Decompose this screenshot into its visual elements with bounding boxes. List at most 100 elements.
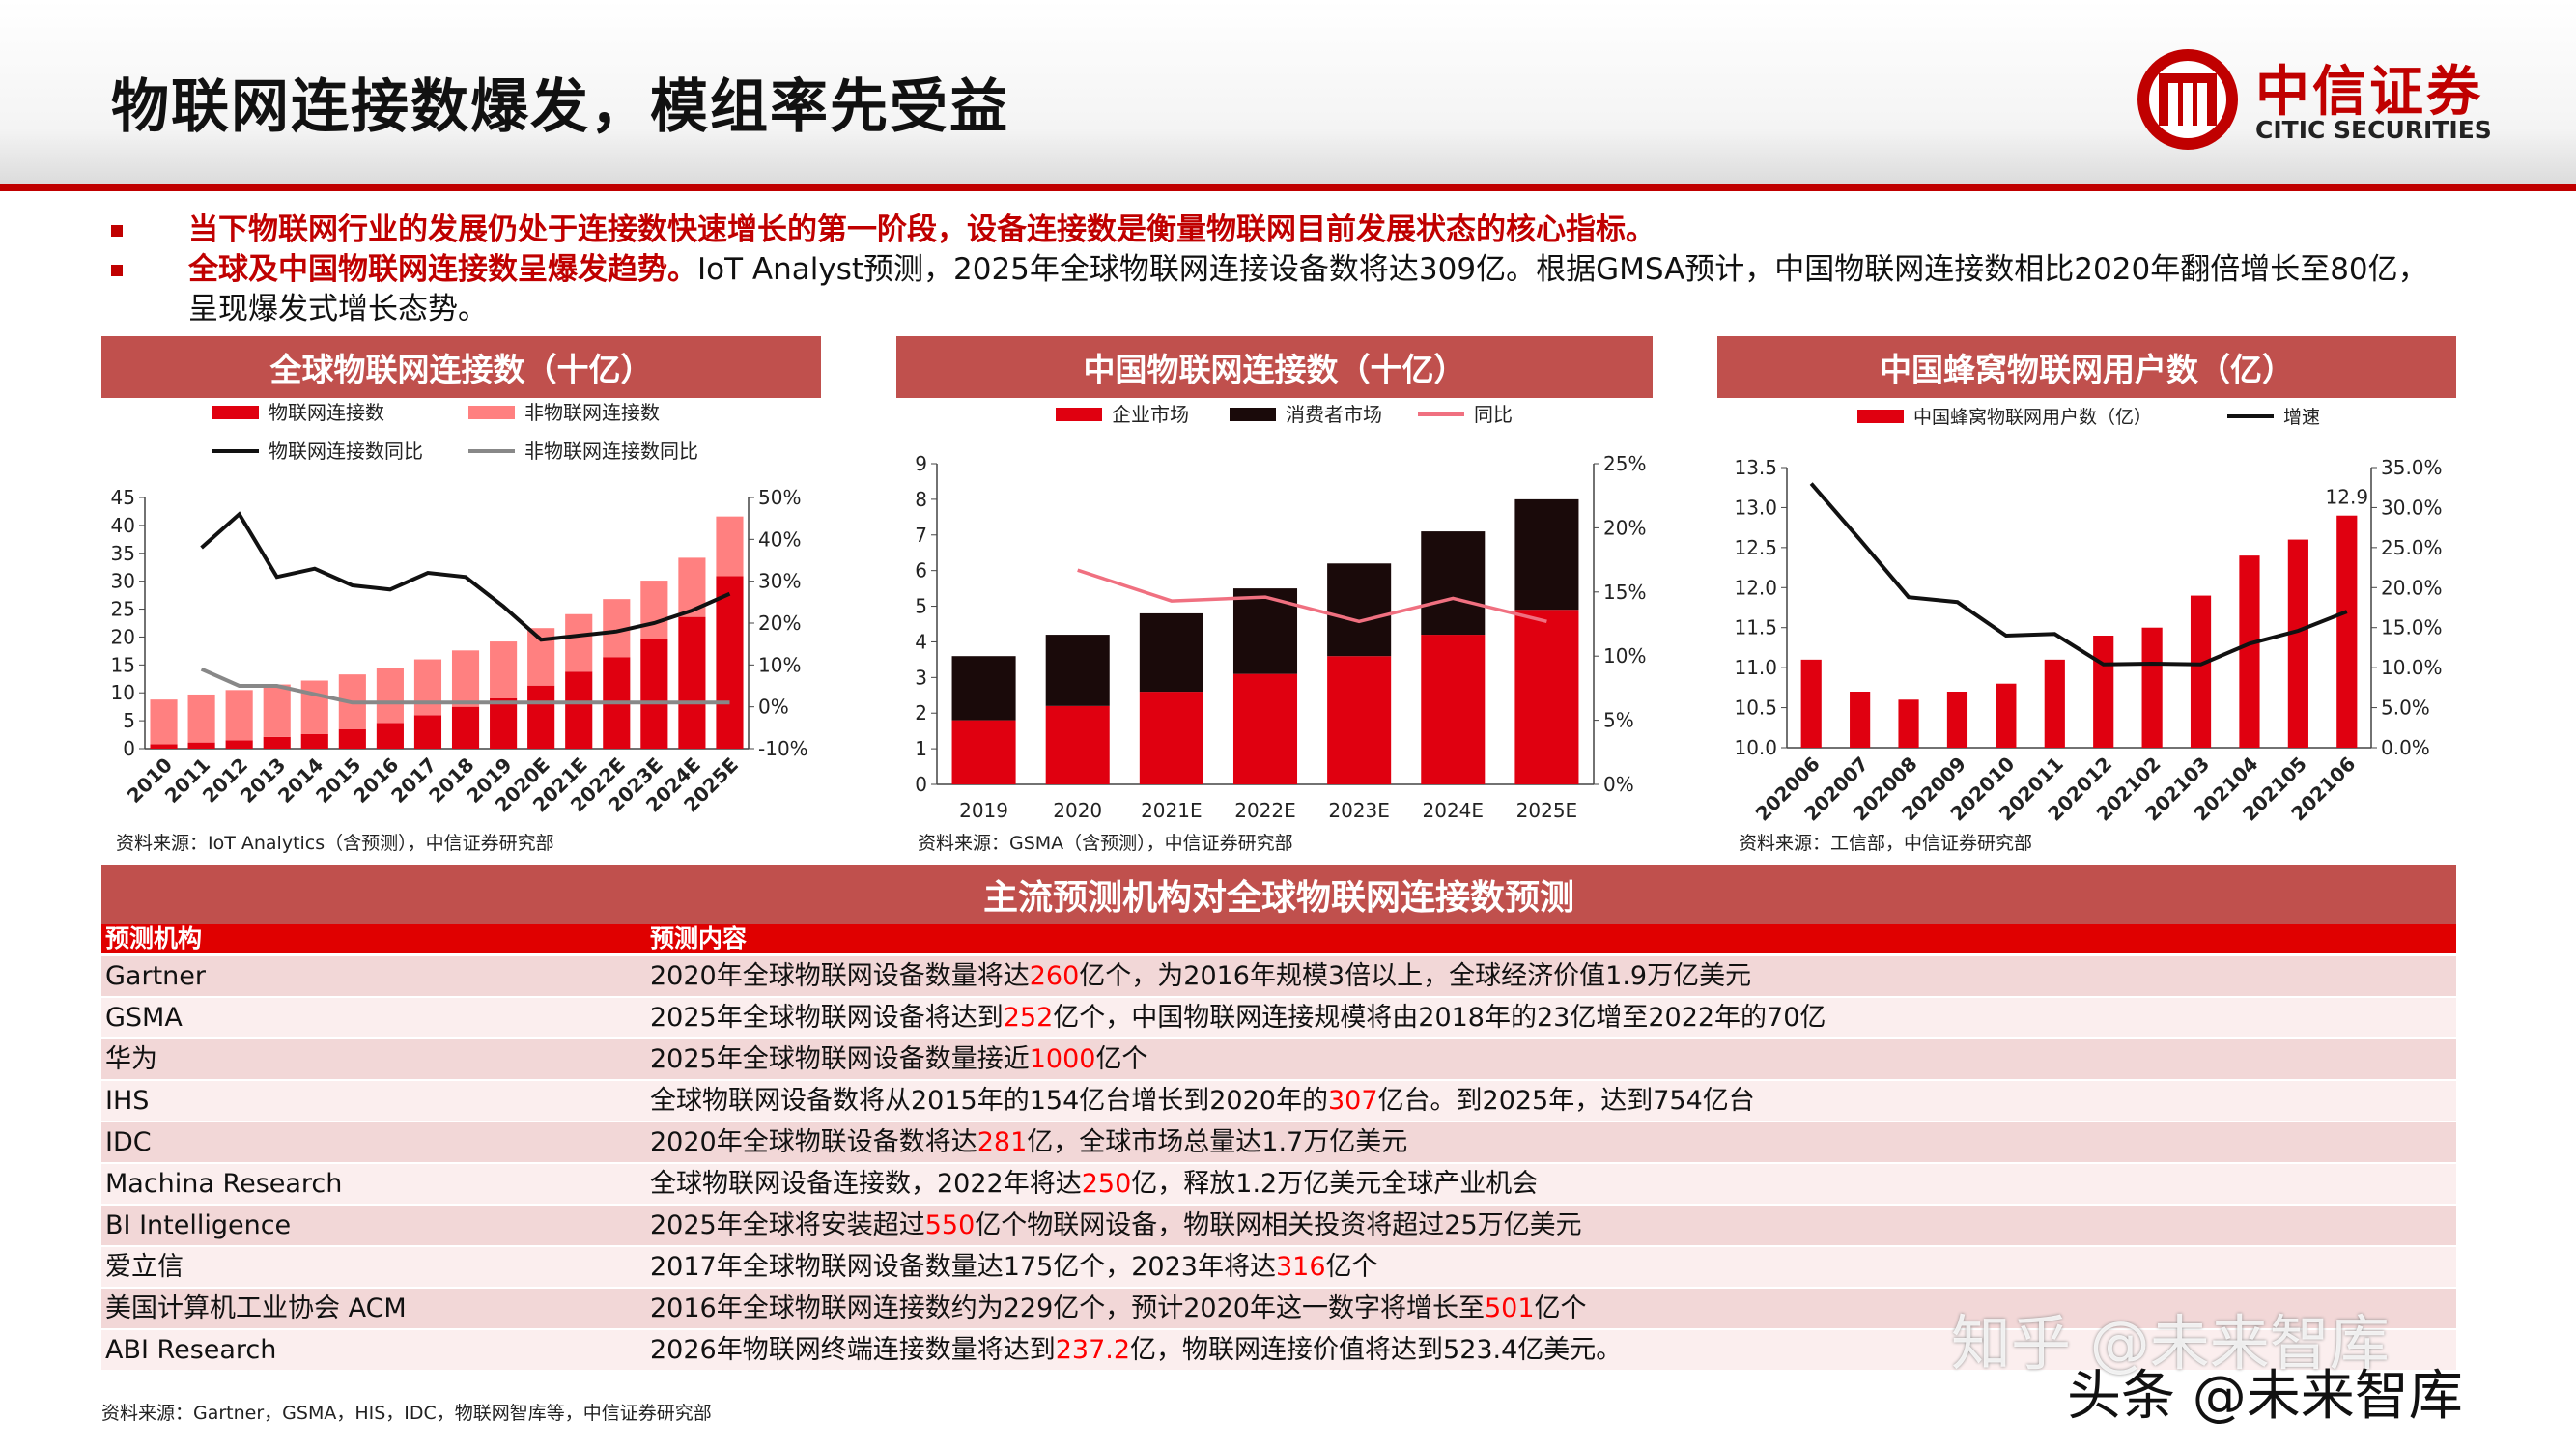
- y-tick-label: 6: [915, 559, 927, 582]
- y2-tick-label: 20%: [1603, 516, 1646, 539]
- table-cell-org: Machina Research: [105, 1169, 343, 1199]
- logo-text-en: CITIC SECURITIES: [2255, 116, 2492, 144]
- bar: [2190, 595, 2212, 748]
- x-tick-label: 2023E: [1328, 799, 1390, 822]
- y2-tick-label: 15%: [1603, 581, 1646, 604]
- y2-tick-label: 30%: [758, 570, 801, 593]
- bar: [376, 668, 404, 724]
- bar: [716, 516, 744, 577]
- series-line: [200, 667, 730, 705]
- source-note-chart3: 资料来源：工信部，中信证券研究部: [1739, 833, 2033, 854]
- legend-label: 非物联网连接数同比: [524, 440, 698, 463]
- table-cell-content: 2017年全球物联网设备数量达175亿个，2023年将达316亿个: [650, 1247, 1378, 1287]
- bullet-text: IoT Analyst预测，2025年全球物联网连接设备数将达309亿。根据GM…: [188, 252, 2428, 327]
- bar: [225, 690, 253, 741]
- y-tick-label: 1: [915, 737, 927, 760]
- table-row: 华为 2025年全球物联网设备数量接近1000亿个: [101, 1039, 2456, 1082]
- table-title: 主流预测机构对全球物联网连接数预测: [101, 865, 2456, 924]
- legend-swatch: [1857, 410, 1904, 423]
- bar: [150, 744, 178, 749]
- bullet-square-icon: [111, 225, 123, 237]
- bar: [300, 733, 328, 749]
- bar: [1421, 531, 1486, 636]
- table-cell-org: 爱立信: [105, 1252, 184, 1282]
- bar: [527, 685, 555, 749]
- bar: [951, 720, 1016, 784]
- bar: [716, 576, 744, 749]
- content-text: 亿，物联网连接价值将达到523.4亿美元。: [1130, 1335, 1623, 1365]
- citic-logo: 中信证券 CITIC SECURITIES: [2135, 46, 2492, 153]
- panel-header-cellular: 中国蜂窝物联网用户数（亿）: [1717, 336, 2456, 398]
- bar: [338, 728, 366, 749]
- table-row: 爱立信 2017年全球物联网设备数量达175亿个，2023年将达316亿个: [101, 1247, 2456, 1290]
- content-text: 亿个: [1325, 1252, 1378, 1282]
- y-tick-label: 0: [123, 737, 135, 760]
- bar: [1514, 610, 1579, 784]
- bar: [187, 742, 215, 749]
- y-tick-label: 0: [915, 773, 927, 796]
- y-tick-label: 4: [915, 630, 927, 653]
- bullet-list: 当下物联网行业的发展仍处于连接数快速增长的第一阶段，设备连接数是衡量物联网目前发…: [97, 211, 2453, 329]
- bullet-highlight: 全球及中国物联网连接数呈爆发趋势。: [188, 252, 697, 287]
- content-text: 亿台。到2025年，达到754亿台: [1377, 1086, 1755, 1116]
- y2-tick-label: -10%: [758, 737, 808, 760]
- bar: [1327, 656, 1392, 784]
- bar: [187, 694, 215, 743]
- legend-label: 中国蜂窝物联网用户数（亿）: [1913, 407, 2152, 428]
- table-cell-org: ABI Research: [105, 1335, 277, 1365]
- y-tick-label: 40: [111, 514, 135, 537]
- y2-tick-label: 10.0%: [2381, 656, 2443, 679]
- y2-tick-label: 5.0%: [2381, 696, 2430, 720]
- table-row: 美国计算机工业协会 ACM 2016年全球物联网连接数约为229亿个，预计2020…: [101, 1289, 2456, 1331]
- bar: [2239, 555, 2260, 748]
- chart-china-cellular: 10.0 10.5 11.0 11.5 12.0 12.5 13.0 13.5 0.0% 5.0%…: [1734, 407, 2443, 826]
- y-tick-label: 10.0: [1734, 736, 1777, 759]
- x-tick-label: 2021E: [1141, 799, 1203, 822]
- y2-tick-label: 30.0%: [2381, 496, 2443, 519]
- y-tick-label: 45: [111, 486, 135, 509]
- forecast-table: 主流预测机构对全球物联网连接数预测 预测机构 预测内容 Gartner 2020年…: [101, 865, 2456, 1386]
- content-text: 2017年全球物联网设备数量达175亿个，2023年将达: [650, 1252, 1276, 1282]
- y2-tick-label: 25%: [1603, 452, 1646, 475]
- table-cell-org: Gartner: [105, 961, 206, 991]
- y-tick-label: 12.0: [1734, 576, 1777, 599]
- table-cell-content: 全球物联网设备连接数，2022年将达250亿，释放1.2万亿美元全球产业机会: [650, 1164, 1538, 1204]
- highlight-number: 260: [1029, 961, 1080, 991]
- table-cell-org: BI Intelligence: [105, 1210, 292, 1240]
- page-title: 物联网连接数爆发，模组率先受益: [111, 73, 1009, 141]
- table-cell-content: 2025年全球物联网设备将达到252亿个，中国物联网连接规模将由2018年的23…: [650, 998, 1826, 1037]
- content-text: 亿，全球市场总量达1.7万亿美元: [1027, 1127, 1408, 1157]
- table-header-content: 预测内容: [650, 924, 748, 952]
- source-note-table: 资料来源：Gartner，GSMA，HIS，IDC，物联网智库等，中信证券研究部: [101, 1403, 712, 1424]
- y-tick-label: 25: [111, 598, 135, 621]
- legend-swatch: [1230, 408, 1276, 421]
- y-tick-label: 35: [111, 542, 135, 565]
- table-cell-content: 2016年全球物联网连接数约为229亿个，预计2020年这一数字将增长至501亿…: [650, 1289, 1587, 1328]
- bullet-item: 全球及中国物联网连接数呈爆发趋势。IoT Analyst预测，2025年全球物联…: [97, 250, 2453, 329]
- content-text: 2020年全球物联网设备数量将达: [650, 961, 1030, 991]
- y-tick-label: 3: [915, 666, 927, 689]
- bar: [2044, 659, 2065, 748]
- bullet-highlight: 当下物联网行业的发展仍处于连接数快速增长的第一阶段，设备连接数是衡量物联网目前发…: [188, 213, 1656, 247]
- y-tick-label: 10: [111, 681, 135, 704]
- highlight-number: 250: [1081, 1169, 1132, 1199]
- bar: [1800, 659, 1822, 748]
- table-cell-org: GSMA: [105, 1003, 183, 1033]
- logo-text-cn: 中信证券: [2255, 61, 2483, 124]
- y-tick-label: 2: [915, 701, 927, 724]
- content-text: 亿个，中国物联网连接规模将由2018年的23亿增至2022年的70亿: [1053, 1003, 1826, 1033]
- table-cell-content: 2025年全球物联网设备数量接近1000亿个: [650, 1039, 1147, 1079]
- y-tick-label: 11.5: [1734, 616, 1777, 639]
- bar: [1327, 563, 1392, 657]
- x-tick-label: 2022E: [1234, 799, 1296, 822]
- content-text: 亿，释放1.2万亿美元全球产业机会: [1131, 1169, 1539, 1199]
- content-text: 2025年全球物联网设备将达到: [650, 1003, 1004, 1033]
- content-text: 亿个物联网设备，物联网相关投资将超过25万亿美元: [975, 1210, 1582, 1240]
- chart-china-iot: 0 1 2 3 4 5 6 7 8 9 0% 5% 10% 15% 20% 25% 2019 2020 2021E 2…: [915, 403, 1646, 822]
- legend-swatch: [468, 406, 515, 419]
- bar: [1946, 692, 1968, 748]
- series-line: [1809, 482, 2348, 667]
- bar: [678, 616, 706, 749]
- highlight-number: 1000: [1029, 1044, 1096, 1074]
- legend-label: 企业市场: [1112, 403, 1189, 426]
